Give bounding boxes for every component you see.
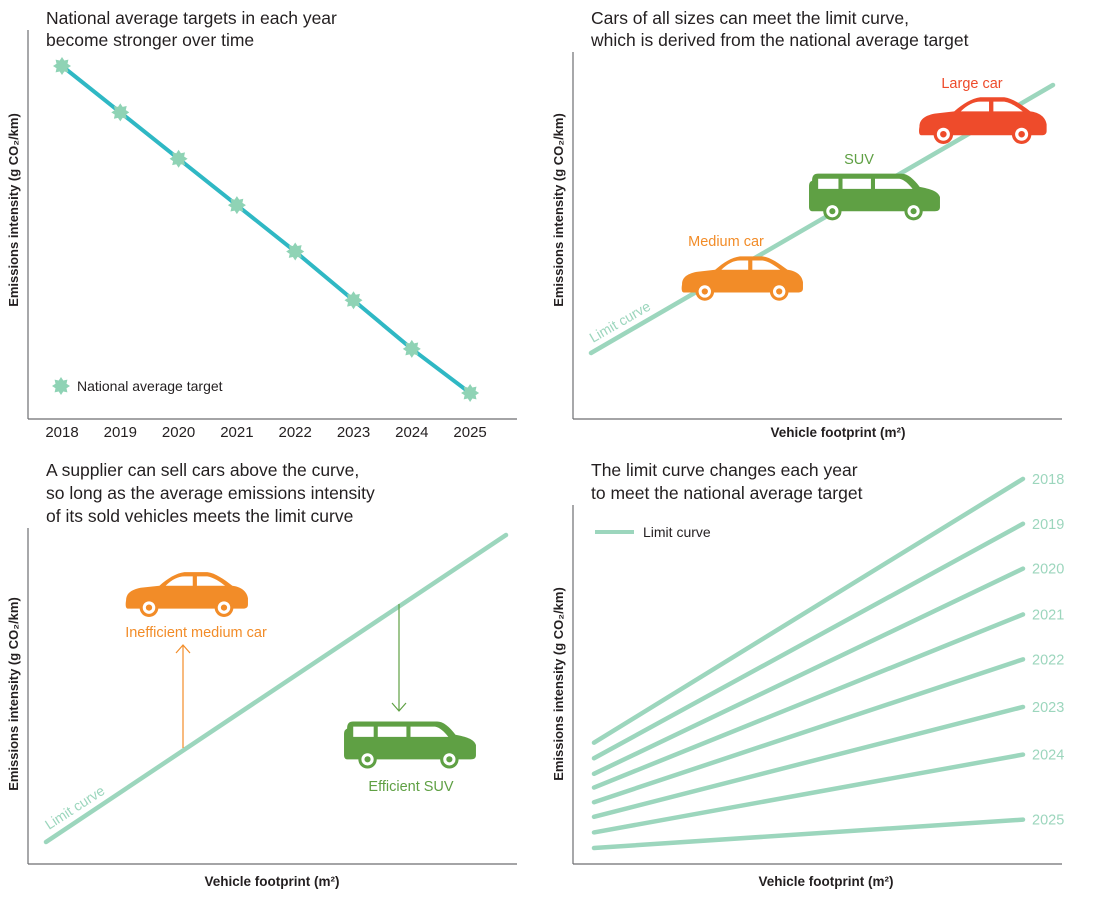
x-tick-label: 2020: [162, 424, 195, 441]
panel4-legend-label: Limit curve: [643, 524, 711, 540]
panel1-y-label: Emissions intensity (g CO₂/km): [6, 113, 21, 307]
panel1-x-ticks: 2018 2019 2020 2021 2022 2023 2024 2025: [45, 424, 486, 441]
panel-curve-by-year: The limit curve changes each year to mee…: [551, 460, 1064, 889]
limit-curve-2024: [591, 752, 1026, 835]
target-point-2021: [227, 196, 246, 215]
suv-icon: [809, 173, 940, 221]
x-tick-label: 2021: [220, 424, 253, 441]
year-label-2020: 2020: [1032, 562, 1064, 578]
panel3-y-label: Emissions intensity (g CO₂/km): [6, 597, 21, 791]
x-tick-label: 2018: [45, 424, 78, 441]
inefficient-medium-car-icon: [125, 572, 248, 617]
x-tick-label: 2023: [337, 424, 370, 441]
panel3-title-line2: so long as the average emissions intensi…: [46, 483, 375, 503]
limit-curve-2020: [591, 566, 1026, 777]
arrow-down-head-icon: [391, 702, 407, 712]
target-point-2023: [344, 291, 363, 310]
panel3-title-line3: of its sold vehicles meets the limit cur…: [46, 506, 353, 526]
large-car-label: Large car: [941, 76, 1002, 92]
year-label-2022: 2022: [1032, 652, 1064, 668]
year-label-2024: 2024: [1032, 748, 1064, 764]
efficient-suv-icon: [344, 721, 476, 769]
medium-car-icon: [681, 256, 803, 301]
panel1-legend-label: National average target: [77, 378, 223, 394]
target-point-2018: [53, 57, 71, 75]
panel2-x-label: Vehicle footprint (m²): [771, 425, 906, 440]
limit-curve-2023: [591, 704, 1026, 820]
panel1-legend: National average target: [52, 377, 223, 395]
efficient-suv-label: Efficient SUV: [368, 779, 453, 795]
x-tick-label: 2025: [453, 424, 486, 441]
target-point-2024: [402, 339, 421, 358]
year-label-2023: 2023: [1032, 700, 1064, 716]
target-point-2019: [111, 103, 130, 122]
limit-curve-2025: [591, 817, 1026, 851]
panel1-title-line1: National average targets in each year: [46, 8, 337, 28]
year-label-2025: 2025: [1032, 813, 1064, 829]
inefficient-medium-car-label: Inefficient medium car: [125, 625, 267, 641]
x-tick-label: 2022: [279, 424, 312, 441]
limit-curve-2021: [591, 612, 1026, 790]
suv-label: SUV: [844, 152, 874, 168]
panel2-title-line1: Cars of all sizes can meet the limit cur…: [591, 8, 909, 28]
limit-curve-2019: [591, 521, 1026, 761]
year-label-2018: 2018: [1032, 472, 1064, 488]
panel-cars-meet-curve: Cars of all sizes can meet the limit cur…: [551, 8, 1062, 440]
panel2-y-label: Emissions intensity (g CO₂/km): [551, 113, 566, 307]
medium-car-label: Medium car: [688, 234, 764, 250]
year-label-2019: 2019: [1032, 517, 1064, 533]
target-series-line: [60, 64, 472, 395]
panel4-y-label: Emissions intensity (g CO₂/km): [551, 587, 566, 781]
limit-curve-2018: [591, 476, 1026, 745]
panel4-title-line2: to meet the national average target: [591, 483, 863, 503]
large-car-icon: [919, 97, 1047, 144]
panel4-x-label: Vehicle footprint (m²): [759, 874, 894, 889]
panel3-x-label: Vehicle footprint (m²): [205, 874, 340, 889]
limit-curve-lines: 2018 2019 2020 2021 2022 2023 2024 2025: [591, 472, 1064, 851]
panel2-title-line2: which is derived from the national avera…: [590, 30, 969, 50]
legend-marker-icon: [52, 377, 70, 395]
panel4-title-line1: The limit curve changes each year: [591, 460, 858, 480]
target-point-2020: [169, 149, 188, 168]
year-label-2021: 2021: [1032, 607, 1064, 623]
x-tick-label: 2019: [104, 424, 137, 441]
arrow-up-head-icon: [175, 644, 191, 654]
target-point-2022: [286, 242, 305, 261]
panel3-title-line1: A supplier can sell cars above the curve…: [46, 460, 359, 480]
panel-targets: National average targets in each year be…: [6, 8, 517, 441]
target-point-2025: [461, 384, 480, 402]
panel1-title-line2: become stronger over time: [46, 30, 254, 50]
x-tick-label: 2024: [395, 424, 428, 441]
panel-supplier-average: A supplier can sell cars above the curve…: [6, 460, 517, 889]
limit-curve-2022: [591, 657, 1026, 805]
limit-curve-line: [43, 532, 509, 845]
